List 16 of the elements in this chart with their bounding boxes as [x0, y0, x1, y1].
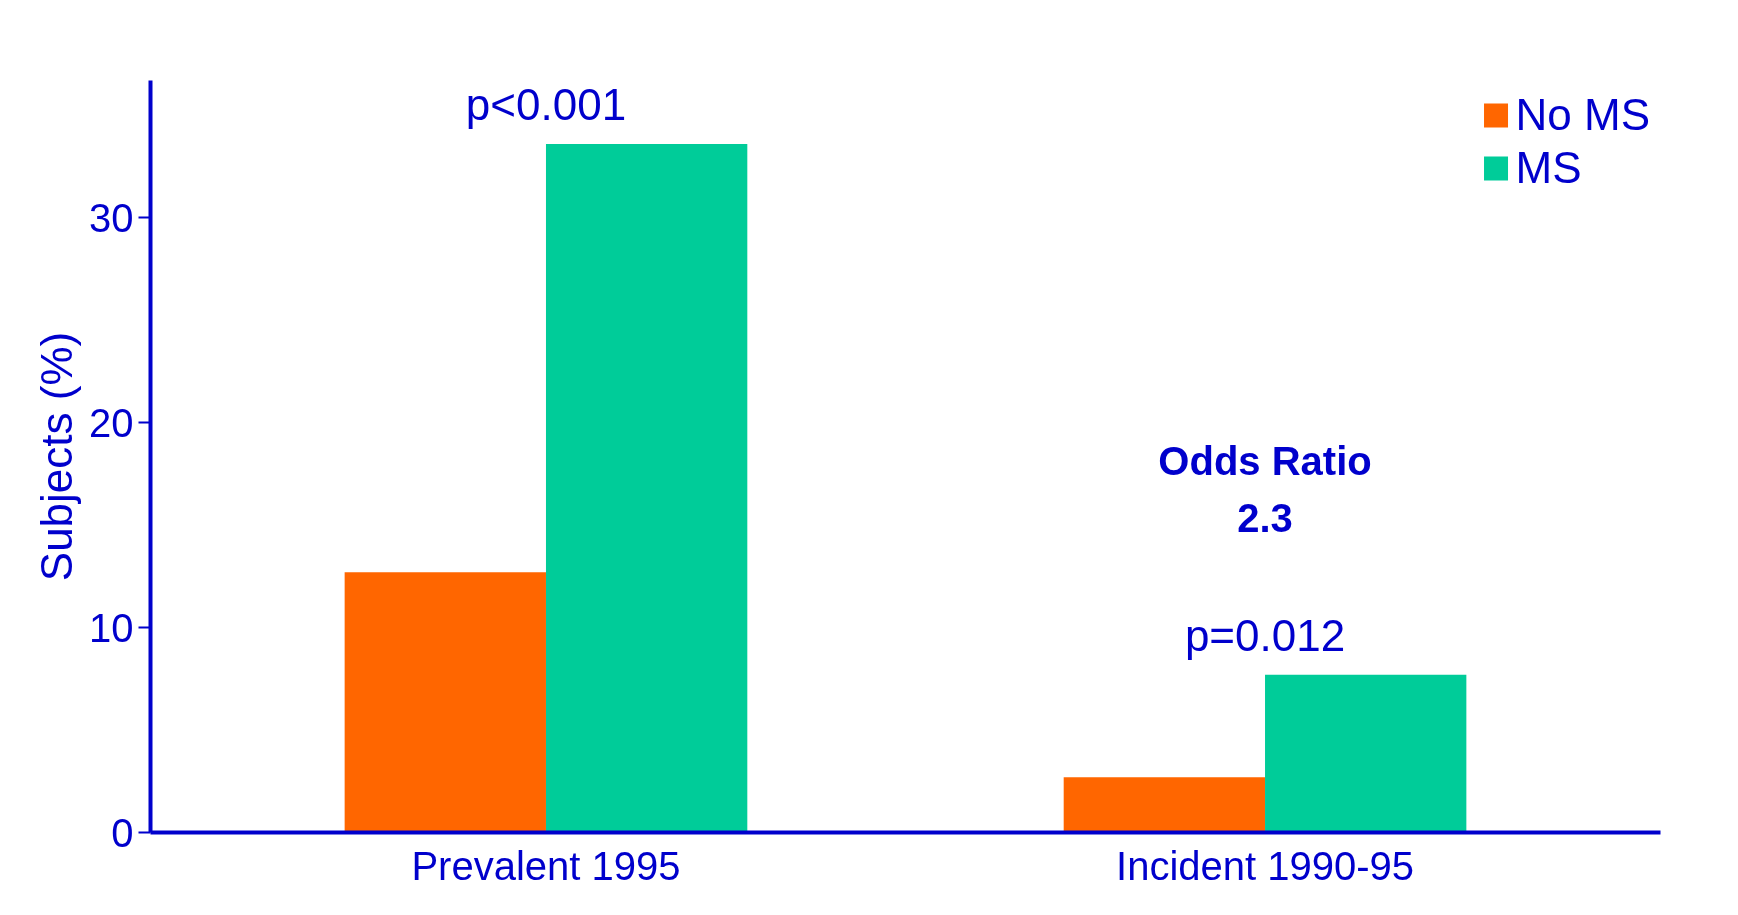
y-tick-label: 20 [89, 400, 134, 445]
x-tick-label: Prevalent 1995 [411, 843, 681, 888]
y-tick-label: 0 [111, 810, 134, 855]
bar [1265, 674, 1467, 833]
bar [344, 572, 546, 833]
legend-label: MS [1515, 143, 1582, 193]
y-axis-title: Subjects (%) [32, 331, 82, 582]
x-tick-label: Incident 1990-95 [1116, 843, 1415, 888]
y-tick-label: 30 [89, 195, 134, 240]
annotation: Odds Ratio 2.3 [1158, 438, 1372, 540]
bar [1063, 777, 1266, 833]
annotation: p<0.001 [465, 80, 627, 130]
y-tick-label: 10 [89, 605, 134, 650]
annotation: p=0.012 [1184, 610, 1346, 660]
legend-label: No MS [1515, 90, 1650, 140]
bar [545, 144, 748, 833]
